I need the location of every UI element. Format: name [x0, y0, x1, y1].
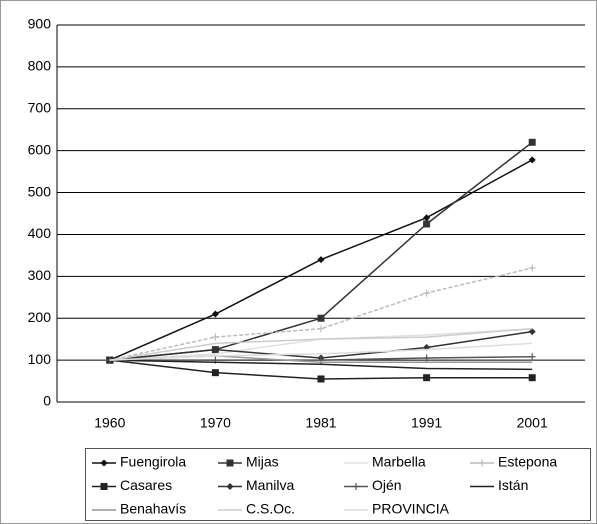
y-tick-label: 500 — [28, 183, 52, 199]
marker — [226, 483, 234, 490]
legend-label: C.S.Oc. — [246, 501, 295, 517]
y-tick-label: 100 — [28, 351, 52, 367]
marker — [100, 483, 108, 490]
legend-frame — [85, 448, 591, 521]
y-tick-label: 0 — [43, 393, 51, 409]
marker — [423, 214, 431, 222]
x-tick-label: 1960 — [94, 415, 125, 431]
x-tick-label: 1981 — [305, 415, 336, 431]
legend-label: Manilva — [246, 477, 294, 493]
marker — [528, 353, 536, 361]
y-tick-label: 300 — [28, 267, 52, 283]
marker — [528, 264, 536, 272]
marker — [211, 369, 219, 377]
marker — [528, 156, 536, 164]
y-tick-label: 200 — [28, 309, 52, 325]
y-tick-label: 900 — [28, 16, 52, 32]
marker — [100, 459, 108, 467]
y-tick-label: 400 — [28, 225, 52, 241]
legend-label: Mijas — [246, 454, 279, 470]
marker — [317, 325, 325, 333]
x-tick-label: 1970 — [200, 415, 231, 431]
legend-label: Istán — [498, 477, 528, 493]
legend-label: Ojén — [372, 477, 402, 493]
marker — [317, 256, 325, 264]
y-tick-label: 700 — [28, 99, 52, 115]
legend-label: PROVINCIA — [372, 501, 450, 517]
y-tick-label: 800 — [28, 58, 52, 74]
marker — [423, 220, 431, 228]
marker — [211, 346, 219, 354]
marker — [317, 375, 325, 383]
series-line — [109, 342, 533, 361]
marker — [211, 310, 219, 318]
legend-label: Marbella — [372, 454, 426, 470]
legend-label: Casares — [120, 477, 172, 493]
legend-label: Fuengirola — [120, 454, 186, 470]
marker — [226, 459, 234, 467]
marker — [317, 314, 325, 322]
marker — [352, 483, 360, 490]
marker — [423, 289, 431, 297]
marker — [528, 328, 536, 336]
series-line — [109, 359, 533, 371]
legend-label: Benahavís — [120, 501, 186, 517]
legend-label: Estepona — [498, 454, 557, 470]
y-tick-label: 600 — [28, 141, 52, 157]
marker — [528, 138, 536, 146]
marker — [478, 459, 486, 467]
marker — [211, 333, 219, 341]
x-tick-label: 1991 — [411, 415, 442, 431]
marker — [423, 374, 431, 382]
marker — [423, 354, 431, 362]
series-line — [109, 267, 533, 361]
series-line — [109, 327, 533, 361]
marker — [528, 374, 536, 382]
x-tick-label: 2001 — [517, 415, 548, 431]
